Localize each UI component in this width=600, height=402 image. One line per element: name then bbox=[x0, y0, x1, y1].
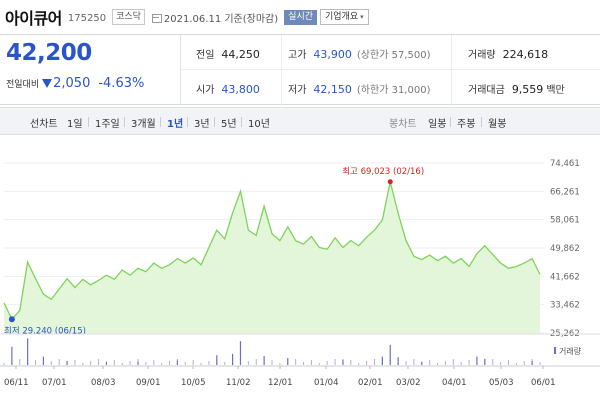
low-price: 저가 42,150 (하한가 31,000) bbox=[288, 81, 430, 96]
stock-header: 아이큐어 175250 코스닥 2021.06.11 기준(장마감) 실시간 기… bbox=[0, 0, 600, 34]
stats-row: 전일 44,250 고가 43,900 (상한가 57,500) 거래량 224… bbox=[181, 35, 600, 70]
high-price: 고가 43,900 (상한가 57,500) bbox=[288, 46, 430, 61]
y-tick-label: 49,862 bbox=[550, 244, 580, 254]
tab-candle-daily[interactable]: 일봉 bbox=[428, 119, 447, 130]
x-tick-label: 09/01 bbox=[136, 378, 161, 388]
y-tick-label: 58,061 bbox=[550, 216, 580, 226]
upper-limit: (상한가 57,500) bbox=[356, 50, 431, 61]
market-badge: 코스닥 bbox=[112, 9, 145, 25]
change-label: 전일대비 bbox=[6, 80, 40, 90]
tab-separator bbox=[124, 117, 125, 127]
x-tick-label: 02/01 bbox=[358, 378, 383, 388]
price-summary: 42,200 전일대비 2,050 -4.63% bbox=[0, 34, 180, 105]
high-value: 43,900 bbox=[313, 48, 352, 61]
trade-value-unit: 백만 bbox=[546, 85, 565, 96]
stock-name[interactable]: 아이큐어 bbox=[5, 9, 62, 28]
price-line bbox=[3, 181, 541, 321]
x-tick-label: 03/02 bbox=[396, 378, 421, 388]
y-tick-label: 66,261 bbox=[550, 187, 580, 197]
high-marker bbox=[387, 179, 393, 185]
x-tick-label: 06/11 bbox=[4, 378, 29, 388]
realtime-button[interactable]: 실시간 bbox=[284, 9, 318, 25]
low-value: 42,150 bbox=[313, 83, 352, 96]
price-change-row: 전일대비 2,050 -4.63% bbox=[6, 76, 144, 91]
x-tick-label: 08/03 bbox=[91, 378, 116, 388]
tab-separator bbox=[214, 117, 215, 127]
tab-period-1y[interactable]: 1년 bbox=[167, 119, 184, 130]
company-info-label: 기업개요 bbox=[325, 12, 359, 22]
tab-separator bbox=[481, 117, 482, 127]
price-area bbox=[4, 181, 540, 333]
volume: 거래량 224,618 bbox=[468, 46, 548, 61]
x-tick-label: 05/03 bbox=[489, 378, 514, 388]
y-tick-label: 74,461 bbox=[550, 159, 580, 169]
down-arrow-icon bbox=[42, 79, 53, 88]
tab-candle-weekly[interactable]: 주봉 bbox=[457, 119, 476, 130]
x-tick-label: 01/04 bbox=[314, 378, 339, 388]
high-annotation: 최고 69,023 (02/16) bbox=[342, 166, 424, 177]
stats-divider bbox=[281, 35, 282, 106]
x-tick-label: 07/01 bbox=[42, 378, 67, 388]
tab-period-5y[interactable]: 5년 bbox=[221, 119, 237, 130]
tab-period-3y[interactable]: 3년 bbox=[194, 119, 210, 130]
quote-date: 2021.06.11 기준(장마감) bbox=[163, 13, 279, 25]
tab-period-3m[interactable]: 3개월 bbox=[131, 119, 156, 130]
price-change: 2,050 bbox=[53, 76, 91, 91]
stats-divider bbox=[451, 35, 452, 106]
lower-limit: (하한가 31,000) bbox=[356, 85, 431, 96]
tab-period-1w[interactable]: 1주일 bbox=[95, 119, 120, 130]
open-label: 시가 bbox=[196, 85, 215, 96]
volume-legend-swatch bbox=[554, 347, 556, 354]
tab-period-10y[interactable]: 10년 bbox=[248, 119, 270, 130]
trade-value-label: 거래대금 bbox=[468, 85, 505, 96]
prev-close-value: 44,250 bbox=[221, 48, 260, 61]
tab-line-chart[interactable]: 선차트 bbox=[30, 119, 58, 130]
x-tick-label: 10/05 bbox=[181, 378, 206, 388]
y-tick-label: 33,462 bbox=[550, 301, 580, 311]
tab-separator bbox=[187, 117, 188, 127]
tab-candle-chart[interactable]: 봉차트 bbox=[389, 119, 417, 130]
price-chart[interactable]: 74,461 66,261 58,061 49,862 41,662 33,462 25,2… bbox=[0, 137, 600, 402]
chart-tab-bar: 선차트 1일 1주일 3개월 1년 3년 5년 10년 봉차트 일봉 주봉 월봉 bbox=[0, 107, 600, 135]
x-tick-label: 12/01 bbox=[268, 378, 293, 388]
prev-close-label: 전일 bbox=[196, 50, 215, 61]
volume-value: 224,618 bbox=[502, 48, 549, 61]
x-tick-label: 11/02 bbox=[226, 378, 251, 388]
x-tick-label: 04/01 bbox=[442, 378, 467, 388]
tab-separator bbox=[160, 117, 161, 127]
open-price: 시가 43,800 bbox=[196, 81, 260, 96]
x-tick-label: 06/01 bbox=[531, 378, 556, 388]
low-annotation: 최저 29,240 (06/15) bbox=[4, 325, 86, 336]
high-label: 고가 bbox=[288, 50, 307, 61]
trade-value-amount: 9,559 bbox=[511, 83, 544, 96]
low-marker bbox=[8, 316, 15, 323]
current-price: 42,200 bbox=[6, 40, 92, 66]
price-change-pct: -4.63% bbox=[98, 76, 145, 91]
open-value: 43,800 bbox=[221, 83, 260, 96]
price-chart-svg: 74,46166,26158,06149,86241,66233,46225,2… bbox=[0, 159, 600, 388]
tab-separator bbox=[88, 117, 89, 127]
stats-row: 시가 43,800 저가 42,150 (하한가 31,000) 거래대금 9,… bbox=[181, 70, 600, 105]
low-label: 저가 bbox=[288, 85, 307, 96]
tab-separator bbox=[241, 117, 242, 127]
trade-value: 거래대금 9,559 백만 bbox=[468, 81, 565, 96]
calendar-icon bbox=[151, 12, 162, 23]
volume-legend: 거래량 bbox=[559, 346, 582, 356]
tab-period-1d[interactable]: 1일 bbox=[67, 119, 83, 130]
volume-label: 거래량 bbox=[468, 50, 496, 61]
chevron-down-icon: ▾ bbox=[360, 13, 364, 21]
company-info-dropdown[interactable]: 기업개요 ▾ bbox=[320, 9, 369, 25]
stats-grid: 전일 44,250 고가 43,900 (상한가 57,500) 거래량 224… bbox=[180, 34, 600, 106]
prev-close: 전일 44,250 bbox=[196, 46, 260, 61]
tab-candle-monthly[interactable]: 월봉 bbox=[488, 119, 507, 130]
stock-code: 175250 bbox=[67, 13, 107, 24]
y-tick-label: 41,662 bbox=[550, 272, 580, 282]
tab-separator bbox=[450, 117, 451, 127]
